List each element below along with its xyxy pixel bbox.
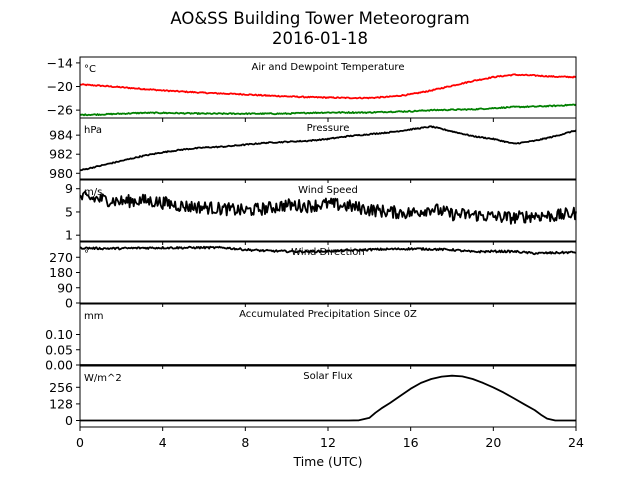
y-tick-label: 982 <box>49 147 73 162</box>
x-tick-label: 16 <box>403 435 419 450</box>
panel-title: Air and Dewpoint Temperature <box>252 62 405 73</box>
x-axis-label: Time (UTC) <box>292 454 362 469</box>
y-tick-label: 90 <box>57 280 73 295</box>
panel-title: Wind Speed <box>298 185 358 196</box>
panel-unit-label: mm <box>84 311 103 322</box>
panel-unit-label: hPa <box>84 125 102 136</box>
y-tick-label: −14 <box>47 55 73 70</box>
panel-unit-label: ° <box>84 249 89 260</box>
y-tick-label: 128 <box>49 396 73 411</box>
series-line-5-0 <box>80 374 576 422</box>
y-tick-label: 0.10 <box>45 327 73 342</box>
series-line-0-0 <box>79 73 577 100</box>
panel-2: 9 5 1 m/s Wind Speed <box>65 179 577 245</box>
y-tick-label: −20 <box>47 79 73 94</box>
panel-title: Wind Direction <box>291 247 365 258</box>
y-tick-label: 0 <box>65 296 73 311</box>
x-tick-label: 8 <box>241 435 249 450</box>
panel-title: Solar Flux <box>303 371 353 382</box>
y-tick-label: 980 <box>49 166 73 181</box>
panel-unit-label: m/s <box>84 187 102 198</box>
panel-title: Accumulated Precipitation Since 0Z <box>239 309 417 320</box>
chart-title: AO&SS Building Tower Meteorogram <box>170 9 469 28</box>
y-tick-label: 9 <box>65 181 73 196</box>
panel-1: 984 982 980 hPa Pressure <box>49 117 577 183</box>
y-tick-label: 1 <box>65 228 73 243</box>
x-tick-label: 4 <box>159 435 167 450</box>
y-tick-label: 270 <box>49 250 73 265</box>
panel-0: −14 −20 −26 °C Air and Dewpoint Temperature <box>47 55 577 122</box>
x-tick-label: 0 <box>76 435 84 450</box>
panel-title: Pressure <box>307 123 350 134</box>
series-line-2-0 <box>79 190 577 225</box>
y-tick-label: 0.00 <box>45 358 73 373</box>
chart-subtitle: 2016-01-18 <box>272 29 368 48</box>
series-line-0-1 <box>79 103 577 117</box>
x-tick-label: 24 <box>568 435 584 450</box>
y-tick-label: 256 <box>49 380 73 395</box>
y-tick-label: −26 <box>47 103 73 118</box>
x-tick-label: 20 <box>485 435 501 450</box>
chart-panels: −14 −20 −26 °C Air and Dewpoint Temperature 9… <box>45 55 577 431</box>
panel-unit-label: °C <box>84 64 96 75</box>
panel-4: 0.100.050.00 mm Accumulated Precipitation … <box>45 303 577 373</box>
series-line-3-0 <box>79 245 576 256</box>
y-tick-label: 984 <box>49 128 73 143</box>
y-tick-label: 0.05 <box>45 342 73 357</box>
panel-unit-label: W/m^2 <box>84 373 122 384</box>
y-tick-label: 180 <box>49 265 73 280</box>
series-line-1-0 <box>80 125 577 172</box>
y-tick-label: 5 <box>65 204 73 219</box>
y-tick-label: 0 <box>65 413 73 428</box>
x-axis: 0 4 8 12 16 20 24 <box>76 435 584 450</box>
x-tick-label: 12 <box>320 435 336 450</box>
